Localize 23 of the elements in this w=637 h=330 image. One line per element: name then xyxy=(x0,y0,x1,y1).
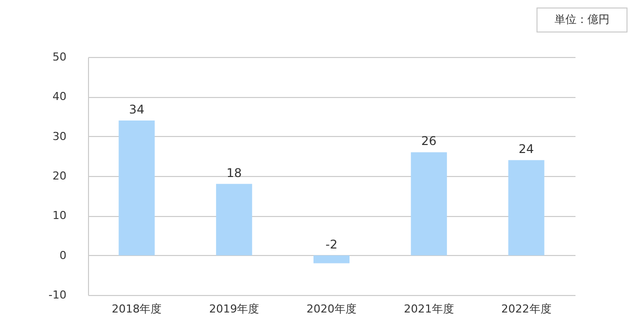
x-tick-label: 2021年度 xyxy=(404,302,454,316)
bar xyxy=(410,152,447,256)
x-tick-label: 2018年度 xyxy=(112,302,162,316)
text: 単位：億円 xyxy=(554,13,610,26)
data-label: -2 xyxy=(326,237,338,252)
data-label: 26 xyxy=(421,134,437,148)
data-label: 34 xyxy=(129,102,144,116)
y-tick-label: 40 xyxy=(52,90,66,104)
data-label: 18 xyxy=(226,166,242,180)
bar xyxy=(118,120,155,256)
y-tick-label: 10 xyxy=(52,209,66,222)
y-tick-label: 0 xyxy=(60,248,66,262)
bar xyxy=(216,184,252,256)
y-tick-label: 20 xyxy=(52,170,66,182)
y-tick-label: -10 xyxy=(48,288,66,302)
bar xyxy=(313,255,350,264)
data-label: 24 xyxy=(518,142,534,156)
x-tick-label: 2020年度 xyxy=(306,302,356,316)
y-tick-label: 30 xyxy=(52,130,66,143)
bar xyxy=(508,160,544,256)
x-tick-label: 2019年度 xyxy=(209,302,260,316)
y-tick-label: 50 xyxy=(52,50,66,64)
x-tick-label: 2022年度 xyxy=(501,302,552,316)
